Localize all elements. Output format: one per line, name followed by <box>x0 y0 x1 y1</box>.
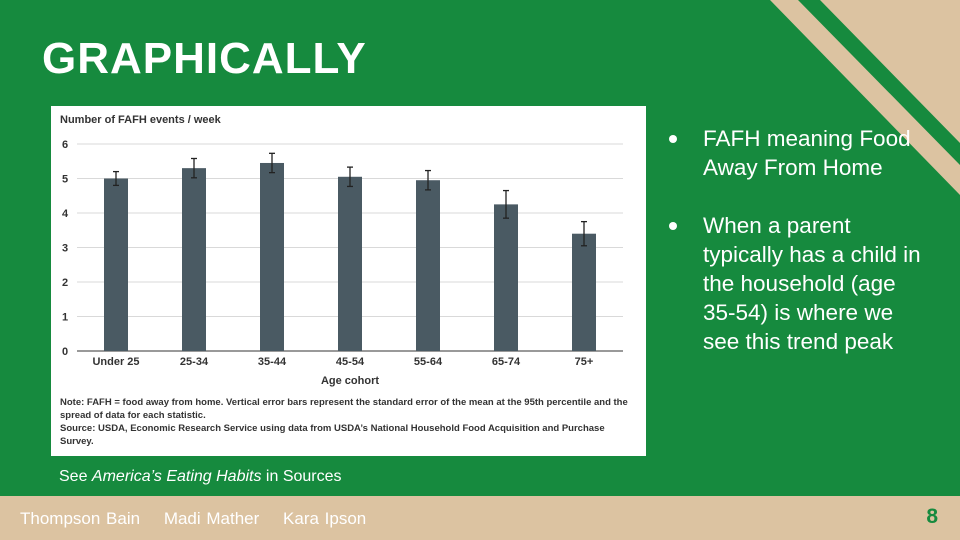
chart-notes: Note: FAFH = food away from home. Vertic… <box>60 396 630 448</box>
x-tick-label: 65-74 <box>492 356 521 368</box>
chart-source: Source: USDA, Economic Research Service … <box>60 423 605 447</box>
chart-image: Number of FAFH events / week 0 1 2 3 4 5 6 Unde… <box>51 106 646 456</box>
corner-decoration <box>770 0 960 195</box>
y-tick-label: 3 <box>62 243 68 255</box>
bar <box>416 180 440 351</box>
x-tick-label: 35-44 <box>258 356 287 368</box>
chart-note: Note: FAFH = food away from home. Vertic… <box>60 397 628 421</box>
y-tick-label: 6 <box>62 139 68 151</box>
y-tick-label: 4 <box>62 208 69 220</box>
authors: Thompson Bain Madi Mather Kara Ipson <box>20 509 384 529</box>
x-tick-label: 75+ <box>575 356 594 368</box>
y-tick-label: 2 <box>62 277 68 289</box>
bullet-item: When a parent typically has a child in t… <box>667 211 929 356</box>
author-name: Kara Ipson <box>283 509 367 528</box>
footer-bar: Thompson Bain Madi Mather Kara Ipson 8 <box>0 496 960 540</box>
bullet-item: FAFH meaning Food Away From Home <box>667 124 929 182</box>
slide-title: GRAPHICALLY <box>42 34 367 83</box>
page-number: 8 <box>926 505 938 528</box>
caption-prefix: See <box>59 468 92 485</box>
caption-source-title: America’s Eating Habits <box>91 468 262 485</box>
source-caption: See America’s Eating Habits in Sources <box>59 468 342 486</box>
x-tick-label: 55-64 <box>414 356 443 368</box>
x-tick-label: Under 25 <box>92 356 139 368</box>
bar <box>104 178 128 351</box>
author-name: Thompson Bain <box>20 509 141 528</box>
x-tick-label: 45-54 <box>336 356 365 368</box>
x-axis-label: Age cohort <box>321 375 379 387</box>
y-tick-label: 5 <box>62 174 68 186</box>
y-tick-label: 0 <box>62 346 68 358</box>
bar <box>494 204 518 351</box>
bar <box>182 168 206 351</box>
caption-suffix: in Sources <box>261 468 342 485</box>
y-tick-label: 1 <box>62 312 68 324</box>
x-tick-label: 25-34 <box>180 356 209 368</box>
bar <box>572 233 596 351</box>
bar <box>260 162 284 351</box>
bar-chart: 0 1 2 3 4 5 6 Under 25 25-34 35-44 45-54 55-64 65-74… <box>62 139 623 387</box>
bar <box>338 176 362 351</box>
bullet-list: FAFH meaning Food Away From Home When a … <box>667 124 929 385</box>
author-name: Madi Mather <box>163 509 260 528</box>
y-axis-label: Number of FAFH events / week <box>60 114 221 126</box>
